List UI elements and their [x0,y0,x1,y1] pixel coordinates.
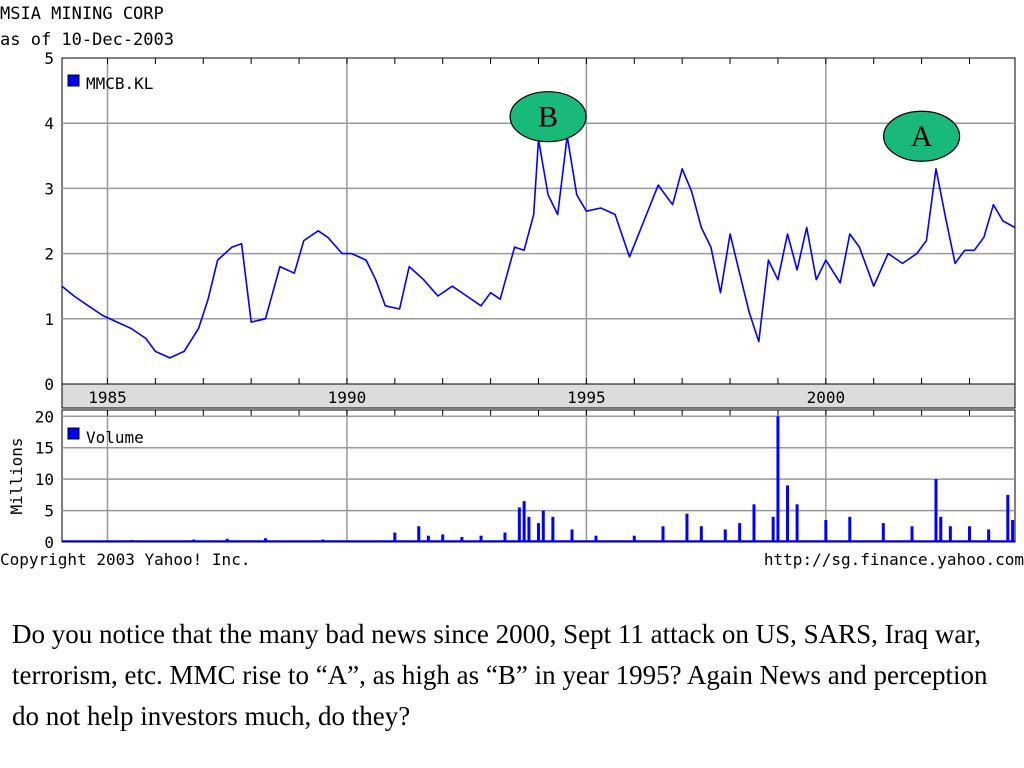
chart-title: MSIA MINING CORP [0,4,164,24]
x-axis-band [61,383,1016,409]
volume-y-tick-label: 20 [35,407,54,426]
volume-bar [934,479,938,542]
volume-bar [460,536,464,542]
volume-bar [771,516,775,542]
volume-bar [723,529,727,542]
price-y-tick-label: 5 [44,49,54,68]
volume-y-tick-label: 5 [44,502,54,521]
volume-bar [517,507,521,542]
volume-bar [1011,520,1015,542]
price-legend-swatch [67,74,80,87]
volume-bar [527,516,531,542]
volume-y-tick-label: 15 [35,439,54,458]
volume-bar [948,526,952,542]
x-tick-label: 1985 [88,388,127,407]
x-tick-label: 1995 [567,388,606,407]
volume-bar [570,529,574,542]
copyright-text: Copyright 2003 Yahoo! Inc. [0,550,251,569]
volume-bar [426,535,430,542]
volume-bar [968,526,972,542]
price-y-tick-label: 3 [44,179,54,198]
price-y-tick-label: 2 [44,245,54,264]
price-legend-label: MMCB.KL [86,74,153,93]
volume-legend-swatch [67,427,80,440]
volume-bar [417,526,421,542]
volume-bar [503,532,507,542]
volume-bar [632,535,636,542]
volume-bar [393,532,397,542]
volume-bar [594,535,598,542]
x-tick-label: 2000 [807,388,846,407]
volume-legend-label: Volume [86,428,144,447]
volume-bar [776,416,780,542]
volume-bar [987,529,991,542]
volume-bar [795,504,799,542]
volume-bar [685,513,689,542]
price-y-tick-label: 1 [44,310,54,329]
volume-y-tick-label: 10 [35,470,54,489]
volume-bar [264,538,268,542]
price-y-tick-label: 0 [44,375,54,394]
price-series-line [61,135,1016,359]
volume-bar [824,520,828,542]
volume-bar [661,526,665,542]
volume-bar [1006,494,1010,542]
price-y-tick-label: 4 [44,114,54,133]
caption-text: Do you notice that the many bad news sin… [12,619,988,731]
volume-bar [541,510,545,542]
volume-bar [551,516,555,542]
volume-y-axis-label: Millions [7,437,26,514]
chart-subtitle: as of 10-Dec-2003 [0,30,174,50]
volume-y-tick-label: 0 [44,533,54,552]
volume-bar [786,485,790,542]
annotation-label-b: B [538,101,558,134]
volume-bar [752,504,756,542]
volume-bar [441,534,445,542]
volume-bar [699,526,703,542]
annotation-label-a: A [911,120,933,153]
stock-chart: 0 1 2 3 4 5 MMCB.KL B A 1985 1990 1995 2000 0 5 10 15 20 V… [7,49,1016,552]
annotation-marker-b [509,91,587,143]
volume-bar [479,535,483,542]
x-tick-label: 1990 [328,388,367,407]
volume-bar [939,516,943,542]
volume-bar [537,523,540,542]
volume-bar [881,523,885,542]
volume-bar [910,526,914,542]
volume-bar [738,523,742,542]
volume-bar [848,516,852,542]
source-url[interactable]: http://sg.finance.yahoo.com [763,550,1024,569]
volume-plot-area [61,409,1016,543]
volume-bar [522,501,526,542]
annotation-marker-a [883,110,961,162]
